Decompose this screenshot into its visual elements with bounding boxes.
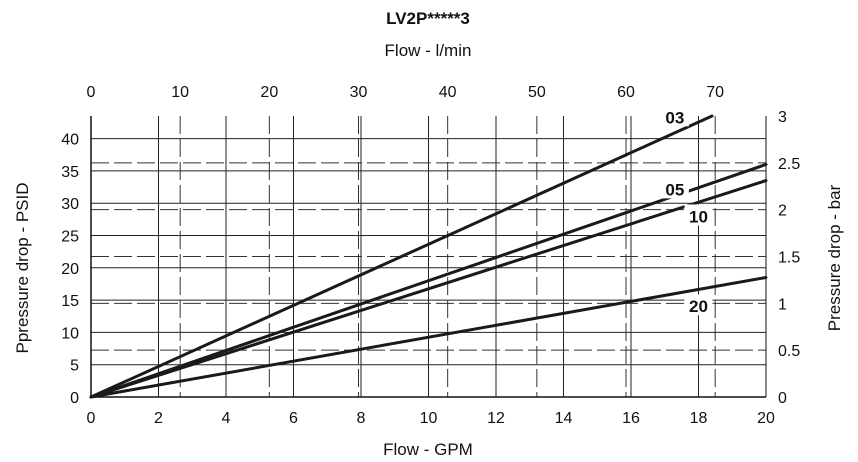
grid bbox=[90, 116, 767, 398]
left-axis-title: Ppressure drop - PSID bbox=[13, 182, 32, 353]
x2-tick-label: 0 bbox=[87, 84, 96, 101]
x2-tick-label: 50 bbox=[528, 84, 546, 101]
x2-tick-label: 60 bbox=[617, 84, 635, 101]
x-tick-label: 8 bbox=[357, 410, 366, 427]
top-axis-title: Flow - l/min bbox=[385, 41, 472, 60]
y2-tick-label: 2 bbox=[778, 203, 787, 220]
y-tick-label: 30 bbox=[61, 196, 79, 213]
x2-tick-label: 10 bbox=[171, 84, 189, 101]
series-label-bg bbox=[684, 204, 713, 226]
y-tick-label: 5 bbox=[70, 358, 79, 375]
y2-tick-label: 0 bbox=[778, 390, 787, 407]
right-axis-title: Pressure drop - bar bbox=[825, 184, 844, 331]
series-line-20 bbox=[89, 275, 768, 399]
y-tick-label: 15 bbox=[61, 293, 79, 310]
y2-tick-label: 1 bbox=[778, 296, 787, 313]
y-tick-label: 0 bbox=[70, 390, 79, 407]
x-tick-label: 2 bbox=[154, 410, 163, 427]
series-label-03: 03 bbox=[665, 108, 684, 127]
series-label-bg bbox=[660, 177, 689, 199]
y-tick-label: 25 bbox=[61, 229, 79, 246]
x2-tick-label: 20 bbox=[260, 84, 278, 101]
x-tick-label: 6 bbox=[289, 410, 298, 427]
series-labels: 03 05 10 20 bbox=[660, 105, 713, 316]
series-line-10 bbox=[89, 179, 768, 399]
y-tick-label: 35 bbox=[61, 164, 79, 181]
y2-tick-label: 2.5 bbox=[778, 156, 800, 173]
x-tick-label: 18 bbox=[690, 410, 708, 427]
x2-tick-label: 30 bbox=[350, 84, 368, 101]
y2-tick-label: 3 bbox=[778, 109, 787, 126]
series-label-10: 10 bbox=[689, 207, 708, 226]
y2-tick-label: 1.5 bbox=[778, 250, 800, 267]
x-tick-label: 14 bbox=[555, 410, 573, 427]
series-label-bg bbox=[684, 294, 713, 316]
series-line-05 bbox=[89, 162, 768, 399]
chart-title: LV2P*****3 bbox=[386, 9, 470, 28]
series-label-bg bbox=[660, 105, 689, 127]
x-tick-label: 10 bbox=[420, 410, 438, 427]
x-tick-label: 16 bbox=[622, 410, 640, 427]
series-label-05: 05 bbox=[665, 180, 684, 199]
bottom-axis-title: Flow - GPM bbox=[383, 440, 473, 459]
x-tick-label: 4 bbox=[222, 410, 231, 427]
x2-tick-label: 70 bbox=[706, 84, 724, 101]
x-tick-label: 20 bbox=[757, 410, 775, 427]
series-label-20: 20 bbox=[689, 297, 708, 316]
x-tick-label: 0 bbox=[87, 410, 96, 427]
y-tick-label: 40 bbox=[61, 132, 79, 149]
x2-tick-label: 40 bbox=[439, 84, 457, 101]
y-tick-label: 20 bbox=[61, 261, 79, 278]
x-tick-label: 12 bbox=[487, 410, 505, 427]
y-tick-label: 10 bbox=[61, 325, 79, 342]
series-lines bbox=[89, 114, 768, 399]
y2-tick-label: 0.5 bbox=[778, 343, 800, 360]
series-line-03 bbox=[89, 114, 714, 399]
